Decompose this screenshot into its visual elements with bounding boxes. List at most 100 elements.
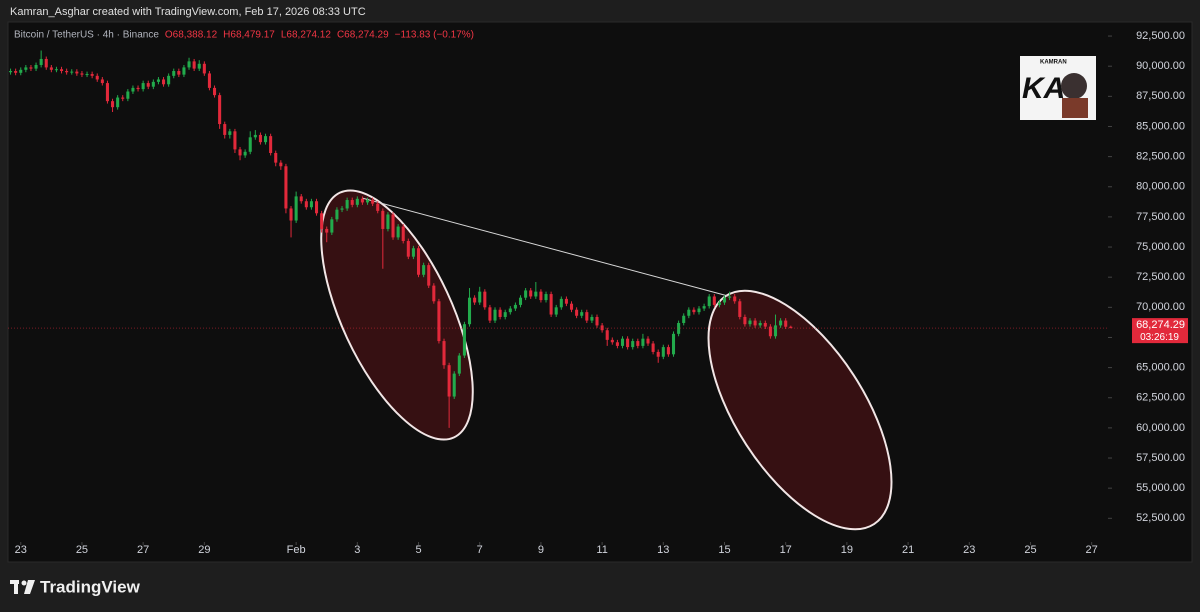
annotations xyxy=(320,189,893,531)
candle-body xyxy=(90,74,94,76)
candle-body xyxy=(14,71,18,73)
ohlc-value: C68,274.29 xyxy=(337,30,389,41)
candle-body xyxy=(233,131,237,150)
logo-part xyxy=(24,580,35,594)
candle-body xyxy=(355,198,359,205)
footer-logo: TradingView xyxy=(10,577,141,596)
candle-body xyxy=(697,308,701,313)
candle-body xyxy=(539,291,543,301)
brand: TradingView xyxy=(40,577,141,596)
x-tick-label: 13 xyxy=(657,544,669,556)
candle-body xyxy=(651,343,655,352)
candle-body xyxy=(488,307,492,321)
candle-body xyxy=(743,316,747,325)
candle-body xyxy=(467,297,472,325)
x-tick-label: 21 xyxy=(902,544,914,556)
ohlc-value: H68,479.17 xyxy=(223,30,275,41)
candle-body xyxy=(197,63,201,69)
candle-body xyxy=(738,301,742,317)
candle-body xyxy=(304,201,308,208)
x-tick-label: 15 xyxy=(718,544,730,556)
candle-body xyxy=(309,201,313,208)
candle-body xyxy=(294,196,298,221)
candle-body xyxy=(575,309,579,316)
candle-body xyxy=(386,214,390,229)
y-tick-label: 65,000.00 xyxy=(1136,362,1185,374)
candle-body xyxy=(187,61,191,68)
x-tick-label: 19 xyxy=(841,544,853,556)
y-tick-label: 87,500.00 xyxy=(1136,90,1185,102)
candle-body xyxy=(253,134,257,138)
candle-body xyxy=(722,297,727,303)
candle-body xyxy=(784,320,788,327)
candle-body xyxy=(29,67,33,69)
highlight-ellipse xyxy=(320,189,474,441)
watermark-top: KAMRAN xyxy=(1040,60,1067,66)
candle-body xyxy=(269,136,273,153)
grid xyxy=(20,35,1112,545)
y-tick-label: 72,500.00 xyxy=(1136,271,1185,283)
x-tick-label: 25 xyxy=(76,544,88,556)
candle-body xyxy=(299,196,303,202)
candle-body xyxy=(228,131,232,135)
credit: Kamran_Asghar created with TradingView.c… xyxy=(10,6,366,18)
x-tick-label: 29 xyxy=(198,544,210,556)
x-tick-label: 3 xyxy=(354,544,360,556)
candle-body xyxy=(141,83,145,90)
last-price: 68,274.29 xyxy=(1136,319,1185,331)
candle-body xyxy=(248,137,252,152)
candle-body xyxy=(620,338,625,346)
candle-body xyxy=(116,97,120,108)
candle-body xyxy=(19,69,23,73)
y-tick-label: 92,500.00 xyxy=(1136,30,1185,42)
candle-body xyxy=(360,198,364,203)
candle-body xyxy=(350,200,354,205)
candle-body xyxy=(513,304,517,309)
candle-body xyxy=(462,324,466,356)
chart-panel xyxy=(7,21,1193,563)
candle-body xyxy=(39,58,43,65)
y-tick-label: 75,000.00 xyxy=(1136,241,1185,253)
candle-body xyxy=(457,355,461,374)
x-tick-label: 27 xyxy=(1086,544,1098,556)
candle-body xyxy=(779,320,783,326)
candle-body xyxy=(671,333,676,355)
candle-body xyxy=(728,296,732,298)
candle-body xyxy=(264,136,268,143)
x-tick-label: 27 xyxy=(137,544,149,556)
trend-line xyxy=(361,197,729,297)
candle-body xyxy=(54,69,58,71)
candle-body xyxy=(49,67,53,70)
candle-body xyxy=(335,209,339,220)
y-tick-label: 57,500.00 xyxy=(1136,452,1185,464)
x-tick-label: Feb xyxy=(287,544,306,556)
y-tick-label: 85,000.00 xyxy=(1136,120,1185,132)
y-tick-label: 55,000.00 xyxy=(1136,482,1185,494)
y-tick-label: 77,500.00 xyxy=(1136,211,1185,223)
candle-body xyxy=(60,69,64,72)
candle-body xyxy=(768,326,772,337)
candle-body xyxy=(396,226,400,238)
candle-body xyxy=(345,200,349,209)
candle-body xyxy=(447,365,451,397)
ohlc-value: O68,388.12 xyxy=(165,30,218,41)
candle-body xyxy=(105,83,109,102)
candle-body xyxy=(136,87,140,90)
candle-body xyxy=(156,79,160,82)
candle-body xyxy=(243,151,247,156)
candle-body xyxy=(569,303,574,310)
legend-row: Bitcoin / TetherUS · 4h · Binance O68,38… xyxy=(14,30,474,41)
candle-body xyxy=(631,341,635,348)
x-tick-label: 17 xyxy=(780,544,792,556)
y-tick-label: 52,500.00 xyxy=(1136,512,1185,524)
candle-body xyxy=(498,309,502,317)
candle-body xyxy=(656,351,660,357)
candle-body xyxy=(330,219,334,233)
candle-body xyxy=(717,302,721,305)
candle-body xyxy=(238,149,242,156)
candle-body xyxy=(320,213,324,229)
candle-body xyxy=(549,294,553,315)
candle-body xyxy=(758,322,762,326)
logo-part xyxy=(14,580,18,594)
y-tick-label: 82,500.00 xyxy=(1136,151,1185,163)
